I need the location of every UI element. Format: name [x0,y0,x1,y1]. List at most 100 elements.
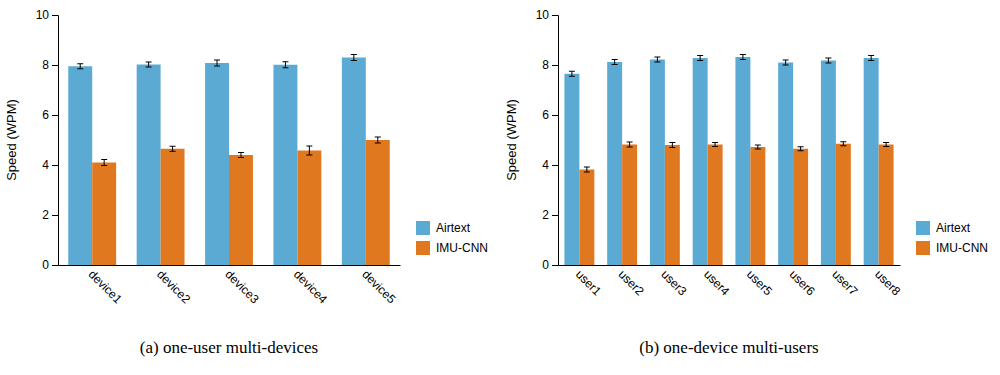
tick-label: user7 [829,267,860,298]
tick-mark [552,165,558,166]
tick-label: user8 [872,267,903,298]
tick: 6 [42,108,58,122]
tick-label: 6 [42,108,49,122]
tick: user3 [658,265,689,299]
axis-title: Speed (WPM) [504,99,519,181]
bar [650,60,665,266]
tick: 0 [42,258,58,272]
tick-label: device2 [154,267,193,306]
tick: device3 [222,265,261,307]
error-bar [654,57,660,62]
tick: user6 [787,265,818,299]
tick: 8 [42,58,58,72]
tick-label: user2 [616,267,647,298]
tick: 2 [542,208,558,222]
tick-label: 6 [542,108,549,122]
bar [564,74,579,265]
tick-mark [52,65,58,66]
bar [229,155,253,265]
bar [68,66,92,265]
bar [665,145,680,265]
error-bar [101,160,107,166]
x-axis: user1 user2 user3 user4 user5 user6 user7 user8 [559,265,904,299]
legend-swatch [416,221,430,235]
legend-item: Airtext [916,221,971,235]
tick-mark [52,15,58,16]
bar [693,58,708,265]
bar [778,63,793,266]
bar [161,149,185,265]
legend-swatch [916,241,930,255]
axis-line [52,16,59,266]
error-bar [755,145,761,149]
tick-label: 8 [42,58,49,72]
tick-label: user5 [744,267,775,298]
error-bar [669,143,675,148]
tick-label: user3 [658,267,689,298]
tick: user1 [573,265,604,299]
tick-label: 2 [42,208,49,222]
series [579,142,893,265]
tick-label: 10 [36,8,50,22]
bar [297,151,321,266]
tick: device5 [359,265,398,307]
tick-label: device4 [291,267,330,306]
tick-label: device5 [359,267,398,306]
tick-mark [52,215,58,216]
tick-label: 0 [542,258,549,272]
tick: 0 [542,258,558,272]
marks [564,55,893,266]
error-bar [351,55,357,61]
series [92,137,390,265]
tick-label: user4 [701,267,732,298]
tick-label: 2 [542,208,549,222]
y-axis: 0246810 [536,8,559,272]
tick-label: device3 [222,267,261,306]
tick-label: 0 [42,258,49,272]
legend: Airtext IMU-CNN [416,221,488,255]
bar [750,147,765,265]
error-bar [840,142,846,146]
bar [836,144,851,265]
error-bar [77,64,83,69]
bar [708,145,723,266]
tick: 10 [36,8,58,22]
legend-label: IMU-CNN [436,241,488,255]
series [564,55,878,266]
axis-line [59,265,401,266]
legend-item: IMU-CNN [916,241,988,255]
chart: 0246810device1device2device3device4devic… [0,0,1000,375]
bar [366,140,390,265]
tick-mark [552,115,558,116]
tick-mark [52,115,58,116]
error-bar [825,58,831,63]
error-bar [697,56,703,61]
tick: user2 [616,265,647,299]
legend: Airtext IMU-CNN [916,221,988,255]
error-bar [584,167,590,172]
error-bar [612,60,618,65]
error-bar [214,60,220,66]
legend-item: IMU-CNN [416,241,488,255]
tick-mark [552,265,558,266]
bar [607,62,622,265]
tick-label: 8 [542,58,549,72]
tick: user4 [701,265,732,299]
bar [735,57,750,265]
error-bar [783,60,789,65]
error-bar [798,147,804,151]
error-bar [868,56,874,61]
tick: device4 [291,265,330,307]
bar [137,65,161,266]
legend-item: Airtext [416,221,471,235]
panel: 0246810device1device2device3device4devic… [4,8,488,357]
series [68,55,366,266]
tick-label: 4 [542,158,549,172]
plot-area: 0246810device1device2device3device4devic… [4,8,488,357]
tick-mark [552,15,558,16]
error-bar [883,143,889,147]
tick-label: user6 [787,267,818,298]
tick: 4 [42,158,58,172]
tick: 6 [542,108,558,122]
bar [342,58,366,266]
